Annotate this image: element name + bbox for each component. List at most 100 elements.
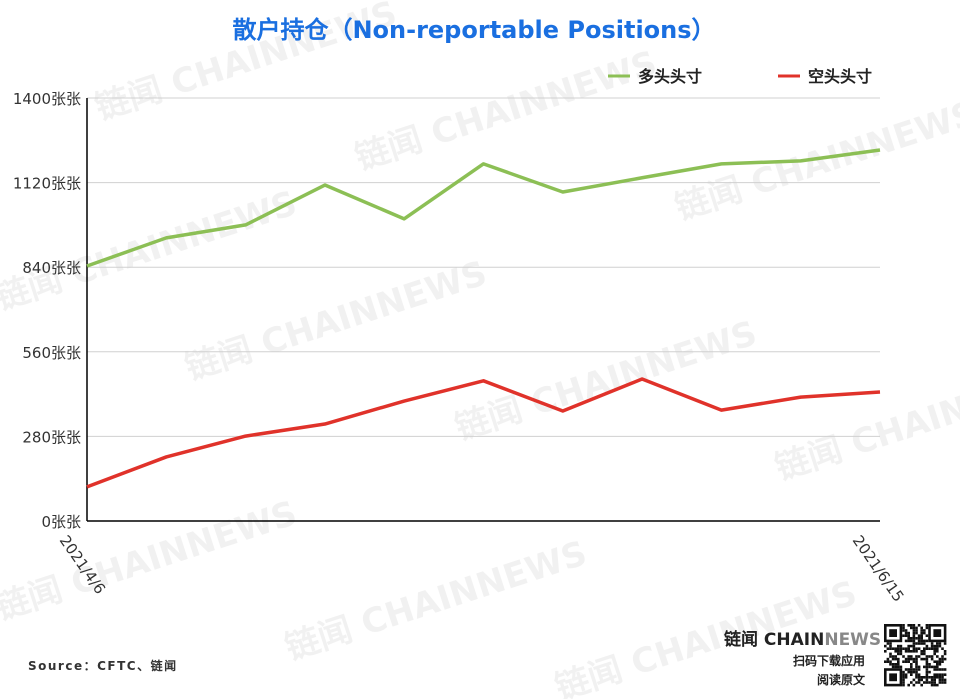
qr-module <box>904 639 908 643</box>
legend-label: 多头头寸 <box>638 67 702 86</box>
qr-module <box>943 642 947 645</box>
qr-module <box>915 668 918 671</box>
qr-module <box>915 631 918 635</box>
qr-module <box>910 624 913 627</box>
qr-module <box>907 657 910 661</box>
qr-module <box>902 683 905 687</box>
qr-module <box>910 668 913 671</box>
watermark-text: 链闻 CHAINNEWS <box>770 353 960 488</box>
y-tick-label: 1120张 <box>13 175 66 193</box>
qr-module <box>936 647 939 650</box>
qr-module <box>933 681 936 684</box>
qr-module <box>936 668 939 671</box>
qr-module <box>943 673 947 676</box>
y-tick-label: 280张 <box>22 428 66 446</box>
qr-module <box>925 657 929 661</box>
qr-module <box>943 668 947 671</box>
legend-label: 空头头寸 <box>808 67 872 86</box>
watermark-text: 链闻 CHAINNEWS <box>180 253 491 388</box>
y-tick-label: 840张 <box>22 259 66 277</box>
qr-module <box>941 678 944 682</box>
qr-module <box>907 660 910 663</box>
qr-module <box>915 663 918 666</box>
qr-module <box>915 626 918 630</box>
qr-module <box>912 678 916 682</box>
qr-module <box>920 678 923 682</box>
qr-module <box>904 660 908 663</box>
qr-module <box>923 631 926 635</box>
qr-module <box>917 647 921 650</box>
qr-module <box>902 647 905 650</box>
qr-module <box>943 678 947 682</box>
qr-module <box>928 663 931 666</box>
qr-finder <box>928 623 947 643</box>
qr-module <box>917 678 921 682</box>
qr-module <box>904 668 908 671</box>
qr-module <box>907 655 910 658</box>
qr-module <box>923 665 926 669</box>
qr-module <box>912 647 916 650</box>
qr-module <box>928 655 931 658</box>
qr-module <box>912 626 916 630</box>
qr-module <box>899 665 903 669</box>
qr-module <box>936 676 939 679</box>
qr-module <box>917 665 921 669</box>
qr-module <box>889 644 892 648</box>
qr-module <box>910 663 913 666</box>
qr-module <box>912 637 916 640</box>
qr-module <box>891 655 895 658</box>
qr-module <box>936 650 939 653</box>
qr-finder-center <box>933 629 942 637</box>
qr-module <box>915 660 918 663</box>
qr-module <box>917 637 921 640</box>
qr-module <box>925 668 929 671</box>
qr-module <box>912 650 916 653</box>
qr-module <box>925 624 929 627</box>
qr-module <box>904 634 908 637</box>
qr-module <box>899 650 903 653</box>
qr-module <box>941 655 944 658</box>
qr-module <box>912 629 916 632</box>
qr-module <box>912 644 916 648</box>
y-tick-label: 0张 <box>41 513 66 531</box>
qr-module <box>889 663 892 666</box>
qr-module <box>917 634 921 637</box>
qr-module <box>917 673 921 676</box>
qr-module <box>902 655 905 658</box>
qr-module <box>930 683 934 687</box>
qr-module <box>930 647 934 650</box>
qr-module <box>904 647 908 650</box>
qr-module <box>920 634 923 637</box>
qr-module <box>930 681 934 684</box>
qr-module <box>923 650 926 653</box>
y-tick-unit: 张 <box>66 90 81 108</box>
qr-module <box>915 665 918 669</box>
qr-module <box>894 657 897 661</box>
qr-module <box>928 665 931 669</box>
qr-module <box>884 644 887 648</box>
qr-module <box>925 665 929 669</box>
watermark-text: 链闻 CHAINNEWS <box>350 43 661 178</box>
qr-module <box>910 637 913 640</box>
qr-module <box>925 626 929 630</box>
qr-module <box>925 634 929 637</box>
qr-module <box>907 637 910 640</box>
qr-module <box>907 647 910 650</box>
qr-module <box>930 644 934 648</box>
qr-module <box>943 681 947 684</box>
qr-module <box>912 634 916 637</box>
qr-module <box>925 681 929 684</box>
qr-module <box>923 657 926 661</box>
qr-module <box>917 676 921 679</box>
qr-module <box>884 650 887 653</box>
qr-module <box>936 665 939 669</box>
qr-module <box>917 655 921 658</box>
qr-module <box>889 655 892 658</box>
qr-module <box>938 642 942 645</box>
qr-module <box>943 657 947 661</box>
qr-module <box>930 678 934 682</box>
qr-module <box>915 629 918 632</box>
qr-module <box>907 634 910 637</box>
qr-module <box>930 655 934 658</box>
